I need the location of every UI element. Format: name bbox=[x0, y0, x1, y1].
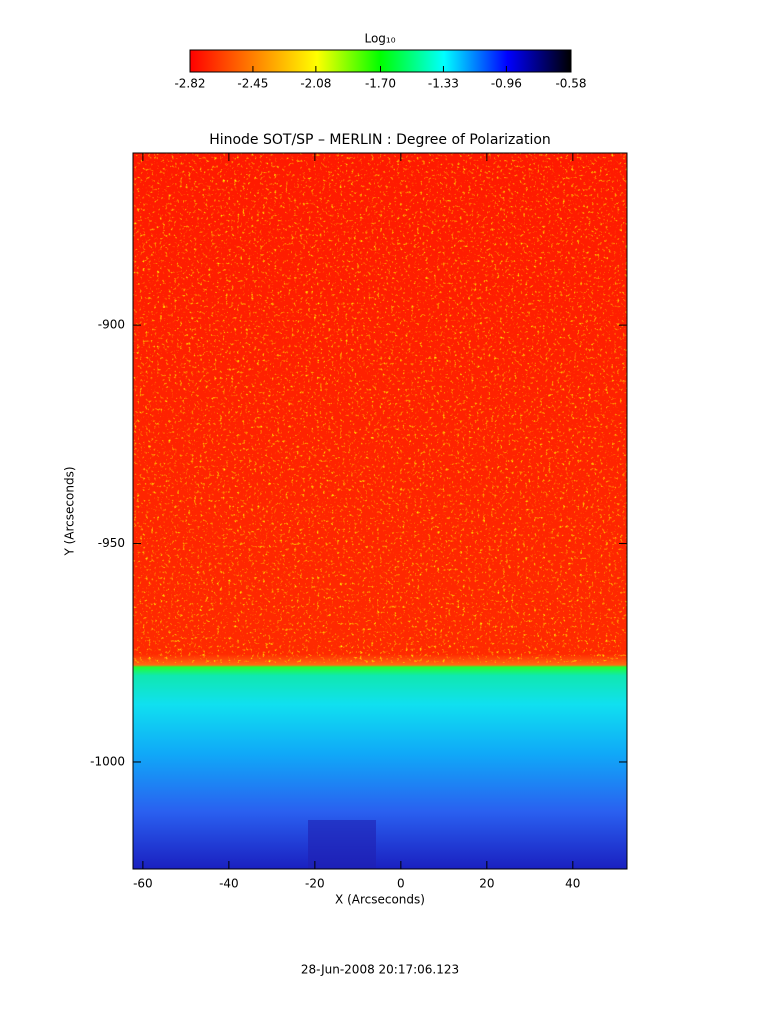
heatmap-texture bbox=[133, 153, 627, 663]
colorbar-tick-label: -0.96 bbox=[491, 77, 522, 91]
x-tick-label: -40 bbox=[219, 877, 239, 891]
y-tick-label: -900 bbox=[98, 318, 125, 332]
colorbar-tick-label: -1.70 bbox=[365, 77, 396, 91]
y-axis-label: Y (Arcseconds) bbox=[63, 466, 77, 556]
colorbar-tick-label: -1.33 bbox=[428, 77, 459, 91]
colorbar-tick-label: -2.45 bbox=[237, 77, 268, 91]
plot-frame bbox=[132, 152, 628, 870]
x-tick-label: 0 bbox=[397, 877, 405, 891]
y-tick-label: -950 bbox=[98, 536, 125, 550]
x-axis-label: X (Arcseconds) bbox=[335, 893, 425, 907]
x-tick-label: 40 bbox=[565, 877, 580, 891]
heatmap-dark-patch bbox=[308, 820, 376, 869]
colorbar-label: Log₁₀ bbox=[364, 32, 395, 46]
chart-title: Hinode SOT/SP – MERLIN : Degree of Polar… bbox=[209, 132, 551, 148]
y-tick-label: -1000 bbox=[90, 754, 125, 768]
x-tick-label: -60 bbox=[133, 877, 153, 891]
colorbar-tick-label: -2.08 bbox=[300, 77, 331, 91]
x-tick-label: -20 bbox=[305, 877, 325, 891]
timestamp: 28-Jun-2008 20:17:06.123 bbox=[301, 963, 459, 977]
colorbar-tick-label: -0.58 bbox=[555, 77, 586, 91]
x-tick-label: 20 bbox=[479, 877, 494, 891]
heatmap bbox=[133, 153, 627, 869]
colorbar-tick-label: -2.82 bbox=[174, 77, 205, 91]
